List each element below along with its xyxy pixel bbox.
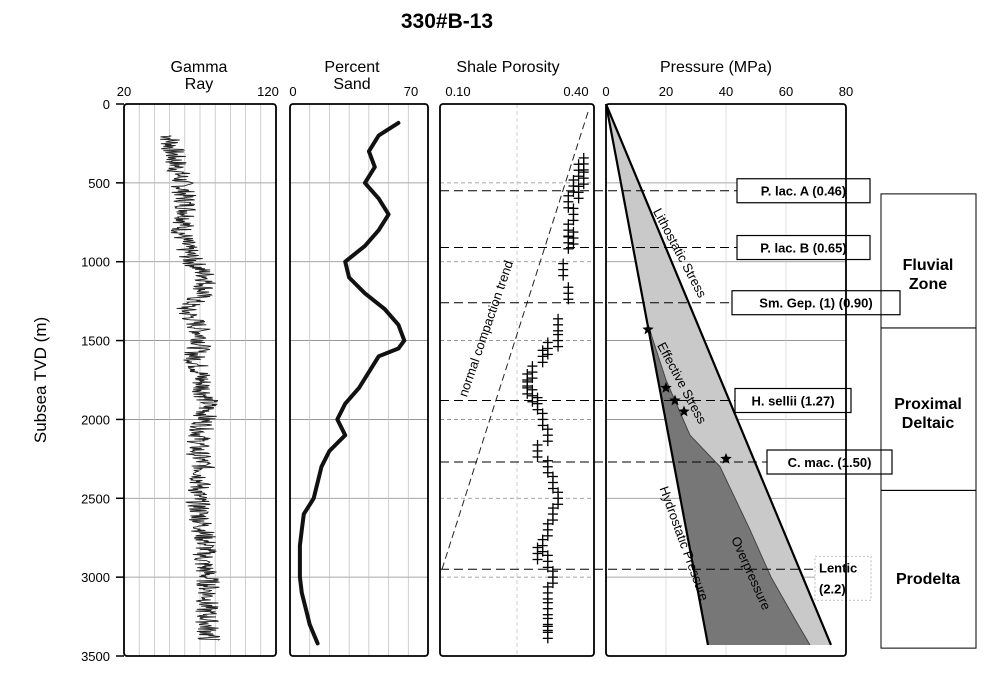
panel-frame-2: [439, 103, 595, 657]
pressure-star-1: [660, 381, 672, 393]
pressure-xtick-0: 0: [602, 84, 609, 99]
y-tick-label-0: 0: [103, 97, 110, 112]
y-tick-label-1: 500: [88, 176, 110, 191]
porosity-point-27: [547, 503, 558, 526]
sand-xtick-max: 70: [404, 84, 418, 99]
gamma-title-1: Gamma: [171, 59, 228, 76]
porosity-title: Shale Porosity: [456, 59, 559, 76]
porosity-point-19: [527, 384, 538, 407]
y-axis-label: Subsea TVD (m): [31, 317, 50, 443]
bio-box-1: [736, 234, 871, 261]
porosity-point-8: [568, 227, 579, 250]
bio-label-0: P. lac. A (0.46): [761, 184, 847, 199]
y-tick-label-5: 2500: [81, 491, 110, 506]
porosity-point-18: [522, 376, 533, 399]
hydrostatic-line: [604, 103, 710, 646]
y-tick-label-6: 3000: [81, 570, 110, 585]
zone-label-3: Prodelta: [896, 571, 960, 588]
porosity-point-24: [542, 455, 553, 478]
porosity-point-15: [537, 345, 548, 368]
porosity-point-21: [537, 408, 548, 431]
sand-xtick-min: 0: [289, 84, 296, 99]
zone-label-1b: Zone: [909, 276, 947, 293]
sand-title-1: Percent: [324, 59, 380, 76]
bio-label-5-a: Lentic: [819, 560, 857, 575]
porosity-point-14: [542, 337, 553, 360]
porosity-point-36: [542, 621, 553, 644]
pressure-xtick-4: 80: [839, 84, 853, 99]
porosity-point-28: [542, 518, 553, 541]
porosity-point-20: [532, 392, 543, 415]
pressure-star-2: [669, 394, 681, 406]
porosity-xtick-max: 0.40: [563, 84, 588, 99]
pressure-star-3: [678, 405, 690, 417]
porosity-point-4: [573, 181, 584, 204]
zone-label-2b: Deltaic: [902, 415, 955, 432]
overpressure-area: [606, 104, 810, 645]
porosity-point-32: [547, 566, 558, 589]
y-tick-label-2: 1000: [81, 255, 110, 270]
pressure-title: Pressure (MPa): [660, 59, 772, 76]
gamma-title-2: Ray: [185, 76, 213, 93]
bio-label-5-b: (2.2): [819, 581, 846, 596]
zone-box-2: [880, 489, 977, 649]
gamma-ray-curve: [160, 135, 221, 641]
y-tick-label-7: 3500: [81, 649, 110, 664]
porosity-point-3: [568, 175, 579, 198]
pressure-star-4: [720, 452, 732, 464]
porosity-point-16: [527, 361, 538, 384]
porosity-point-13: [553, 329, 564, 352]
panel-frame-3: [605, 103, 847, 657]
percent-sand-curve: [297, 120, 407, 646]
compaction-trend-line: [441, 111, 589, 570]
porosity-xtick-min: 0.10: [445, 84, 470, 99]
porosity-point-5: [563, 190, 574, 213]
bio-label-2: Sm. Gep. (1) (0.90): [759, 296, 872, 311]
y-tick-label-3: 1500: [81, 334, 110, 349]
bio-box-2: [731, 290, 901, 316]
bio-box-5: [814, 555, 872, 601]
zone-label-1a: Fluvial: [903, 257, 954, 274]
panel-frame-1: [289, 103, 429, 657]
pore-pressure-line: [605, 103, 811, 646]
porosity-point-31: [542, 550, 553, 573]
pressure-xtick-1: 20: [659, 84, 673, 99]
bio-box-3: [734, 387, 852, 414]
porosity-point-2: [578, 167, 589, 190]
porosity-point-10: [558, 258, 569, 281]
porosity-point-23: [532, 439, 543, 462]
bio-box-0: [736, 178, 871, 204]
zone-label-2a: Proximal: [894, 396, 962, 413]
bio-label-4: C. mac. (1.50): [788, 455, 872, 470]
bio-label-3: H. sellii (1.27): [751, 394, 834, 409]
lithostatic-line: [604, 103, 833, 646]
porosity-point-30: [532, 542, 543, 565]
panel-frame-0: [123, 103, 277, 657]
compaction-trend-label: normal compaction trend: [455, 258, 516, 398]
porosity-point-26: [553, 487, 564, 510]
pressure-xtick-3: 60: [779, 84, 793, 99]
porosity-point-9: [563, 231, 574, 254]
sand-title-2: Sand: [333, 76, 370, 93]
porosity-point-11: [563, 282, 574, 305]
bio-box-4: [766, 449, 893, 475]
gamma-xtick-min: 20: [117, 84, 131, 99]
porosity-point-29: [537, 534, 548, 557]
porosity-point-6: [568, 203, 579, 226]
pressure-xtick-2: 40: [719, 84, 733, 99]
porosity-point-1: [573, 159, 584, 182]
pressure-star-0: [642, 323, 654, 335]
chart-title: 330#B-13: [401, 10, 493, 33]
y-tick-label-4: 2000: [81, 412, 110, 427]
gamma-xtick-max: 120: [257, 84, 279, 99]
porosity-point-25: [547, 471, 558, 494]
porosity-point-22: [542, 424, 553, 447]
bio-label-1: P. lac. B (0.65): [760, 241, 846, 256]
